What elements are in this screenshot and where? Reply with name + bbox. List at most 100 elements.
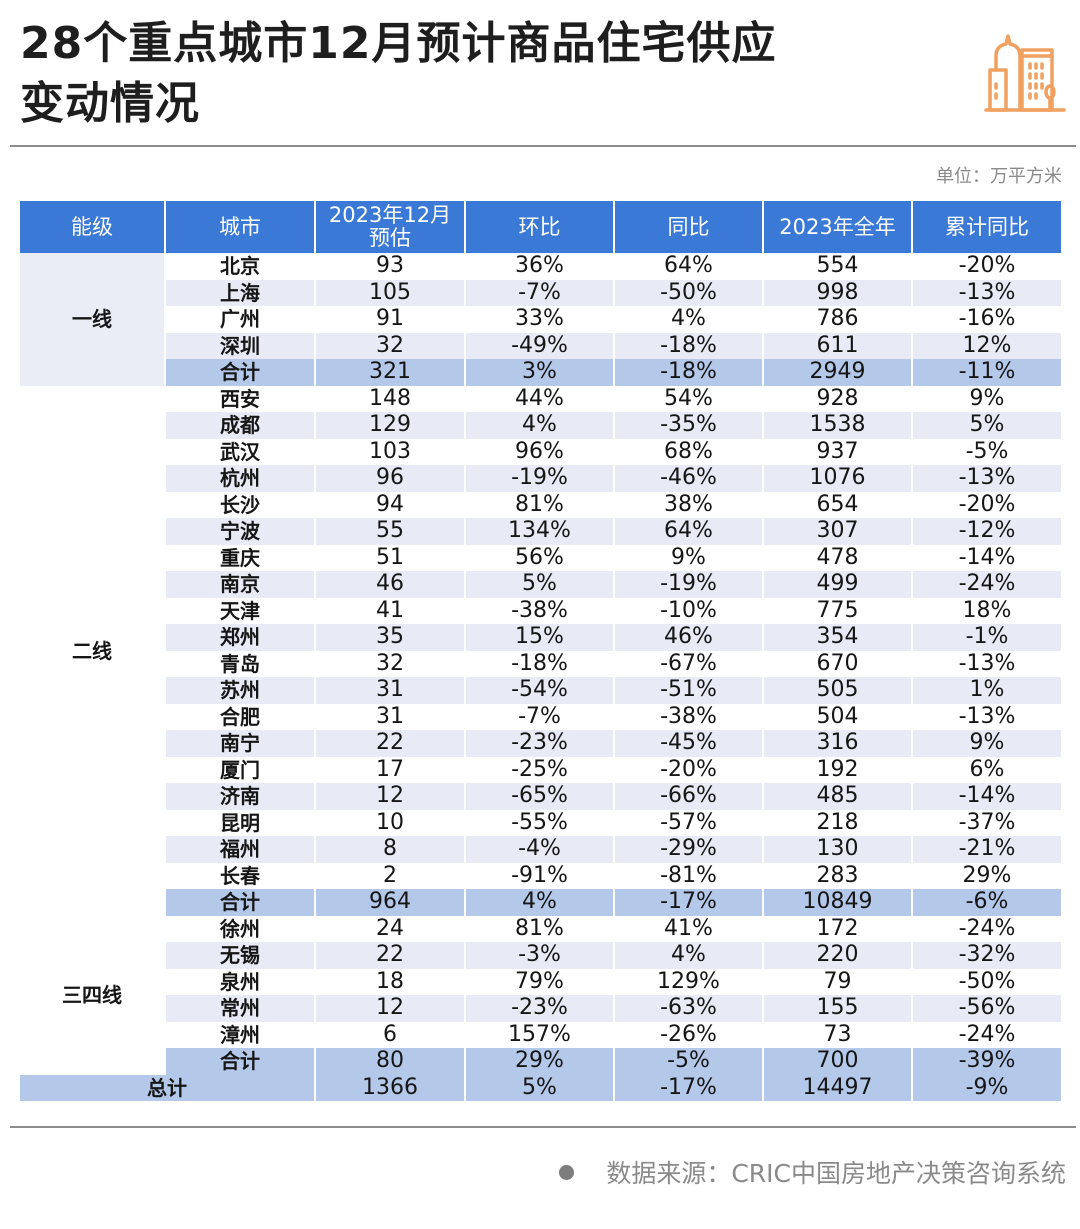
city-cell: 成都 bbox=[164, 412, 315, 439]
yoy-cell: -17% bbox=[613, 1074, 763, 1101]
table-row: 长沙 94 81% 38% 654 -20% bbox=[20, 491, 1061, 518]
yoy-cell: -66% bbox=[613, 783, 763, 810]
yoy-cell: 54% bbox=[613, 385, 763, 412]
subtotal-row: 合计 964 4% -17% 10849 -6% bbox=[20, 889, 1061, 916]
table-header-row: 能级 城市 2023年12月 预估 环比 同比 2023年全年 累计同比 bbox=[20, 201, 1061, 253]
table-row: 宁波 55 134% 64% 307 -12% bbox=[20, 518, 1061, 545]
cum-yoy-cell: 5% bbox=[911, 412, 1061, 439]
mom-cell: 15% bbox=[464, 624, 614, 651]
dec-estimate-cell: 18 bbox=[314, 968, 465, 995]
dec-estimate-cell: 964 bbox=[314, 889, 465, 916]
city-cell: 合计 bbox=[164, 1048, 315, 1075]
yoy-cell: 41% bbox=[613, 915, 763, 942]
mom-cell: 157% bbox=[464, 1021, 614, 1048]
dec-estimate-cell: 12 bbox=[314, 783, 465, 810]
city-cell: 宁波 bbox=[164, 518, 315, 545]
full-year-cell: 485 bbox=[762, 783, 912, 810]
table-row: 无锡 22 -3% 4% 220 -32% bbox=[20, 942, 1061, 969]
city-cell: 福州 bbox=[164, 836, 315, 863]
subtotal-row: 合计 80 29% -5% 700 -39% bbox=[20, 1048, 1061, 1075]
total-row: 总计 1366 5% -17% 14497 -9% bbox=[20, 1074, 1061, 1101]
cum-yoy-cell: 18% bbox=[911, 597, 1061, 624]
col-header-dec-estimate: 2023年12月 预估 bbox=[314, 201, 465, 253]
cum-yoy-cell: 1% bbox=[911, 677, 1061, 704]
dec-estimate-cell: 32 bbox=[314, 650, 465, 677]
divider-top bbox=[10, 145, 1076, 147]
city-cell: 重庆 bbox=[164, 544, 315, 571]
table-row: 三四线 徐州 24 81% 41% 172 -24% bbox=[20, 915, 1061, 1075]
tier-cell: 三四线 bbox=[20, 915, 165, 1075]
dec-estimate-cell: 321 bbox=[314, 359, 465, 386]
dec-estimate-cell: 148 bbox=[314, 385, 465, 412]
cum-yoy-cell: -24% bbox=[911, 1021, 1061, 1048]
full-year-cell: 316 bbox=[762, 730, 912, 757]
mom-cell: -23% bbox=[464, 730, 614, 757]
table-row: 昆明 10 -55% -57% 218 -37% bbox=[20, 809, 1061, 836]
full-year-cell: 283 bbox=[762, 862, 912, 889]
yoy-cell: 68% bbox=[613, 438, 763, 465]
yoy-cell: -38% bbox=[613, 703, 763, 730]
city-cell: 济南 bbox=[164, 783, 315, 810]
col-header-tier: 能级 bbox=[20, 201, 165, 253]
supply-table: 能级 城市 2023年12月 预估 环比 同比 2023年全年 累计同比 一线北… bbox=[20, 201, 1061, 1101]
mom-cell: 5% bbox=[464, 1074, 614, 1101]
cum-yoy-cell: -24% bbox=[911, 915, 1061, 942]
table-row: 漳州 6 157% -26% 73 -24% bbox=[20, 1021, 1061, 1048]
full-year-cell: 354 bbox=[762, 624, 912, 651]
cum-yoy-cell: -56% bbox=[911, 995, 1061, 1022]
mom-cell: -91% bbox=[464, 862, 614, 889]
tier-cell: 二线 bbox=[20, 385, 165, 916]
dec-estimate-cell: 41 bbox=[314, 597, 465, 624]
yoy-cell: 64% bbox=[613, 518, 763, 545]
full-year-cell: 172 bbox=[762, 915, 912, 942]
mom-cell: 36% bbox=[464, 253, 614, 280]
table-row: 南宁 22 -23% -45% 316 9% bbox=[20, 730, 1061, 757]
city-cell: 合肥 bbox=[164, 703, 315, 730]
dec-estimate-cell: 12 bbox=[314, 995, 465, 1022]
mom-cell: -23% bbox=[464, 995, 614, 1022]
city-cell: 昆明 bbox=[164, 809, 315, 836]
dec-estimate-cell: 35 bbox=[314, 624, 465, 651]
cum-yoy-cell: -5% bbox=[911, 438, 1061, 465]
source-text: 数据来源：CRIC中国房地产决策咨询系统 bbox=[606, 1159, 1066, 1188]
mom-cell: 96% bbox=[464, 438, 614, 465]
col-header-full-year: 2023年全年 bbox=[762, 201, 912, 253]
cum-yoy-cell: -24% bbox=[911, 571, 1061, 598]
divider-bottom bbox=[10, 1126, 1076, 1128]
dec-estimate-cell: 103 bbox=[314, 438, 465, 465]
cum-yoy-cell: -14% bbox=[911, 783, 1061, 810]
full-year-cell: 130 bbox=[762, 836, 912, 863]
dec-estimate-cell: 129 bbox=[314, 412, 465, 439]
dec-estimate-cell: 105 bbox=[314, 279, 465, 306]
building-icon bbox=[984, 34, 1066, 112]
city-cell: 长春 bbox=[164, 862, 315, 889]
full-year-cell: 478 bbox=[762, 544, 912, 571]
dec-estimate-cell: 55 bbox=[314, 518, 465, 545]
tier-cell: 一线 bbox=[20, 253, 165, 386]
dec-estimate-cell: 31 bbox=[314, 677, 465, 704]
full-year-cell: 14497 bbox=[762, 1074, 912, 1101]
table-row: 泉州 18 79% 129% 79 -50% bbox=[20, 968, 1061, 995]
city-cell: 青岛 bbox=[164, 650, 315, 677]
table-row: 深圳 32 -49% -18% 611 12% bbox=[20, 332, 1061, 359]
yoy-cell: -5% bbox=[613, 1048, 763, 1075]
dec-estimate-cell: 1366 bbox=[314, 1074, 465, 1101]
mom-cell: 44% bbox=[464, 385, 614, 412]
mom-cell: -38% bbox=[464, 597, 614, 624]
table-row: 厦门 17 -25% -20% 192 6% bbox=[20, 756, 1061, 783]
mom-cell: 5% bbox=[464, 571, 614, 598]
cum-yoy-cell: 12% bbox=[911, 332, 1061, 359]
mom-cell: 81% bbox=[464, 915, 614, 942]
mom-cell: -65% bbox=[464, 783, 614, 810]
table-row: 一线 北京 93 36% 64% 554 -20% bbox=[20, 253, 1061, 386]
cum-yoy-cell: -16% bbox=[911, 306, 1061, 333]
yoy-cell: -29% bbox=[613, 836, 763, 863]
mom-cell: 3% bbox=[464, 359, 614, 386]
yoy-cell: 64% bbox=[613, 253, 763, 280]
mom-cell: -49% bbox=[464, 332, 614, 359]
cum-yoy-cell: 9% bbox=[911, 385, 1061, 412]
dec-estimate-cell: 80 bbox=[314, 1048, 465, 1075]
cum-yoy-cell: 9% bbox=[911, 730, 1061, 757]
full-year-cell: 73 bbox=[762, 1021, 912, 1048]
dec-estimate-cell: 2 bbox=[314, 862, 465, 889]
